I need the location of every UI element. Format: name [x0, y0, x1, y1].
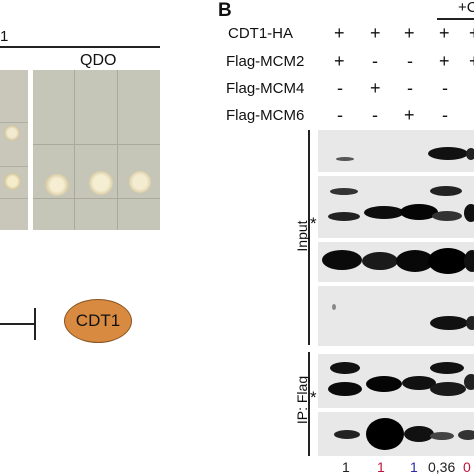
ip-asterisk: *: [310, 388, 317, 407]
panel-a-top-number: 1: [0, 28, 9, 45]
sign: -: [337, 105, 343, 125]
sign: +: [404, 23, 415, 43]
sign: -: [372, 51, 378, 71]
panel-a-top-line: [0, 46, 160, 48]
panel-b-letter: B: [218, 0, 232, 21]
colony: [4, 173, 21, 190]
sign: +: [439, 51, 450, 71]
inhibition-bar: [34, 308, 36, 340]
top-right-line: [437, 18, 474, 20]
top-right-fragment: +C: [458, 0, 474, 16]
blot-ip-1: [318, 354, 474, 408]
sign: -: [337, 78, 343, 98]
sign: -: [372, 105, 378, 125]
quant-value: 0,36: [428, 459, 456, 475]
sign: +: [404, 105, 415, 125]
colony: [4, 125, 20, 141]
ip-label: IP: Flag: [294, 375, 310, 425]
plate-qdo: [33, 70, 160, 230]
input-bracket: [308, 130, 310, 345]
blot-input-1: [318, 130, 474, 172]
sign: -: [407, 51, 413, 71]
row-label-flag-mcm6: Flag-MCM6: [226, 107, 305, 124]
blot-input-2: [318, 176, 474, 238]
sign: +: [469, 23, 474, 44]
inhibition-line: [0, 323, 36, 325]
colony: [89, 171, 113, 195]
ip-bracket: [308, 352, 310, 456]
sign: +: [334, 51, 345, 71]
blot-input-3: [318, 242, 474, 282]
row-label-flag-mcm4: Flag-MCM4: [226, 80, 305, 97]
input-label: Input: [294, 220, 310, 252]
sign: -: [407, 78, 413, 98]
sign: +: [469, 51, 474, 72]
sign: -: [442, 105, 448, 125]
cdt1-node: CDT1: [64, 299, 132, 343]
plate-left: [0, 70, 28, 230]
sign: +: [334, 23, 345, 43]
sign: +: [439, 23, 450, 43]
row-label-flag-mcm2: Flag-MCM2: [226, 53, 305, 70]
input-asterisk: *: [310, 214, 317, 233]
quant-value: 1: [410, 459, 418, 475]
cdt1-node-label: CDT1: [75, 311, 121, 330]
row-label-cdt1-ha: CDT1-HA: [228, 25, 294, 42]
colony: [45, 174, 69, 196]
sign: +: [370, 78, 381, 98]
quant-value: 1: [377, 459, 385, 475]
blot-input-4: [318, 286, 474, 346]
blot-ip-2: [318, 412, 474, 456]
sign: -: [442, 78, 448, 98]
quant-value: 1: [342, 459, 350, 475]
quant-value: 0: [463, 459, 471, 475]
colony: [129, 171, 151, 193]
qdo-label: QDO: [80, 52, 117, 69]
sign: +: [370, 23, 381, 43]
